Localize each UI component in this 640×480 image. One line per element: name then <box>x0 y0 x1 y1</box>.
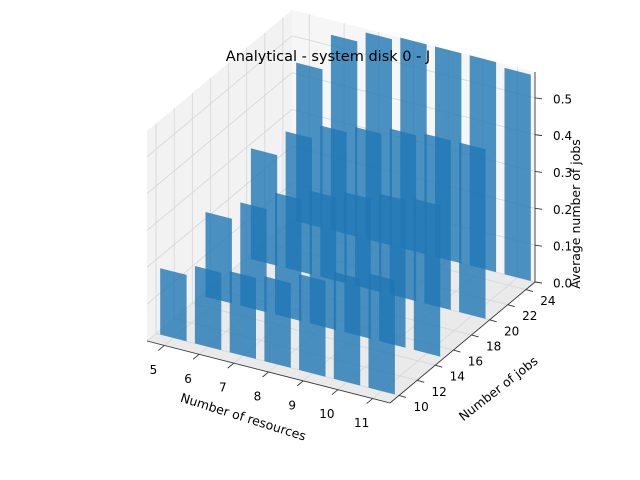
chart-title: Analytical - system disk 0 - J <box>226 49 430 65</box>
y-tick <box>398 395 407 398</box>
z-tick-label: 0.4 <box>553 129 572 143</box>
bars <box>160 32 531 395</box>
x-tick <box>296 380 304 387</box>
bar <box>264 276 291 368</box>
y-axis-line <box>389 281 536 404</box>
z-tick-label: 0.1 <box>553 240 572 254</box>
z-gridline <box>146 109 293 231</box>
bar <box>459 142 486 319</box>
z-tick <box>534 134 543 137</box>
bar <box>194 266 222 351</box>
x-tick-label: 9 <box>288 398 296 412</box>
x-tick <box>331 389 339 396</box>
bar <box>299 274 326 377</box>
z-tick <box>534 171 543 173</box>
x-gridline <box>337 268 484 391</box>
z-tick <box>534 207 543 210</box>
bar <box>504 67 531 281</box>
z-tick <box>534 281 543 284</box>
y-tick-label: 12 <box>432 385 447 399</box>
y-tick <box>507 304 515 308</box>
bar <box>368 273 395 395</box>
z-tick-label: 0.3 <box>553 166 572 180</box>
z-gridline <box>146 35 293 158</box>
x-tick <box>262 371 269 378</box>
left-wall-pane <box>147 10 292 341</box>
z-tick-label: 0.0 <box>553 277 572 291</box>
x-tick <box>192 353 200 360</box>
x-tick-label: 8 <box>254 390 262 404</box>
z-tick-label: 0.2 <box>553 203 572 217</box>
y-tick <box>525 289 534 292</box>
x-tick-label: 11 <box>354 416 369 430</box>
x-gridline <box>372 277 518 399</box>
y-tick <box>453 349 461 353</box>
x-tick <box>227 362 235 369</box>
y-tick <box>489 319 497 323</box>
z-tick <box>534 97 543 100</box>
x-tick <box>366 398 373 404</box>
y-tick-label: 16 <box>468 355 483 369</box>
y-tick <box>417 379 425 383</box>
y-tick-label: 20 <box>504 324 519 338</box>
y-tick-label: 22 <box>522 309 537 323</box>
x-tick-label: 10 <box>319 407 334 421</box>
z-tick-label: 0.5 <box>553 92 572 106</box>
y-tick <box>435 364 443 368</box>
z-gridline <box>146 72 293 194</box>
bar <box>160 268 187 342</box>
x-tick-label: 7 <box>219 381 227 395</box>
bar <box>229 271 256 359</box>
x-tick-label: 5 <box>150 363 158 377</box>
y-tick-label: 24 <box>540 294 555 308</box>
bar <box>413 198 441 357</box>
x-tick <box>158 345 165 351</box>
z-tick <box>534 244 543 247</box>
x-tick-label: 6 <box>184 372 192 386</box>
y-tick-label: 14 <box>450 370 465 384</box>
y-tick-label: 18 <box>486 339 501 353</box>
y-tick-label: 10 <box>413 400 428 414</box>
bar <box>333 271 361 386</box>
z-axis-label: Average number of jobs <box>568 139 583 289</box>
y-tick <box>471 334 479 338</box>
